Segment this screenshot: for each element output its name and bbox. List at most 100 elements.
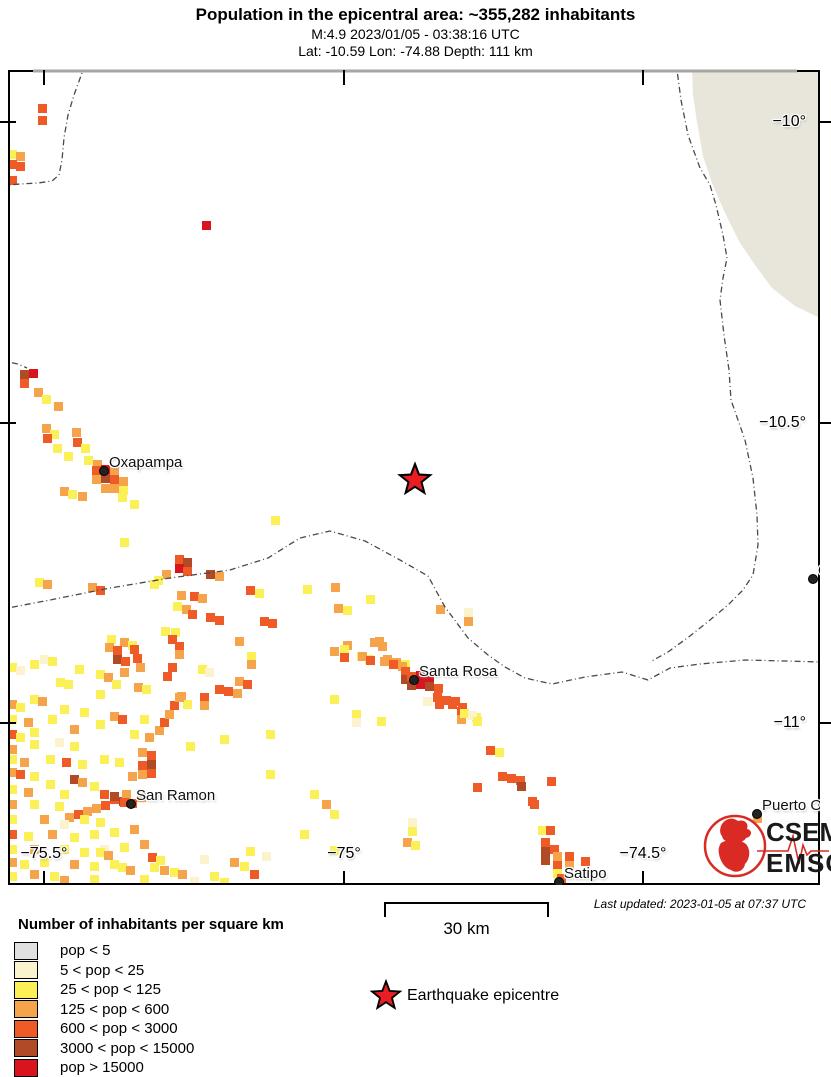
population-cell bbox=[72, 428, 81, 437]
population-cell bbox=[553, 861, 562, 870]
population-cell bbox=[343, 606, 352, 615]
city-dot bbox=[126, 799, 136, 809]
population-cell bbox=[80, 848, 89, 857]
city-label: Satipo bbox=[564, 865, 607, 882]
population-cell bbox=[517, 782, 526, 791]
population-cell bbox=[121, 657, 130, 666]
legend-row: pop < 5 bbox=[14, 941, 194, 961]
population-cell bbox=[60, 705, 69, 714]
population-cell bbox=[175, 693, 184, 702]
city-label: Santa Rosa bbox=[419, 663, 498, 680]
population-cell bbox=[8, 715, 17, 724]
population-cell bbox=[182, 605, 191, 614]
population-cell bbox=[138, 761, 147, 770]
population-cell bbox=[80, 708, 89, 717]
city-label: Puerto O bbox=[762, 797, 820, 814]
population-cell bbox=[334, 604, 343, 613]
population-cell bbox=[35, 578, 44, 587]
population-cell bbox=[30, 772, 39, 781]
csem-emsc-logo-globe-icon bbox=[703, 814, 829, 878]
population-cell bbox=[310, 790, 319, 799]
population-cell bbox=[74, 810, 83, 819]
population-cell bbox=[118, 715, 127, 724]
population-cell bbox=[115, 758, 124, 767]
population-cell bbox=[220, 735, 229, 744]
population-cell bbox=[177, 591, 186, 600]
population-cell bbox=[30, 740, 39, 749]
population-cell bbox=[55, 738, 64, 747]
population-cell bbox=[233, 689, 242, 698]
boundary-line bbox=[8, 530, 820, 685]
population-cell bbox=[200, 701, 209, 710]
boundary-line bbox=[649, 70, 759, 663]
population-cell bbox=[215, 616, 224, 625]
population-cell bbox=[147, 760, 156, 769]
population-cell bbox=[8, 830, 17, 839]
population-cell bbox=[183, 700, 192, 709]
population-cell bbox=[247, 652, 256, 661]
population-cell bbox=[183, 558, 192, 567]
legend-swatch bbox=[14, 980, 38, 999]
population-cell bbox=[553, 869, 562, 878]
population-cell bbox=[175, 650, 184, 659]
population-cell bbox=[130, 825, 139, 834]
population-cell bbox=[56, 678, 65, 687]
population-cell bbox=[96, 670, 105, 679]
legend-label: pop < 5 bbox=[60, 942, 111, 960]
population-cell bbox=[266, 730, 275, 739]
city-dot bbox=[752, 809, 762, 819]
legend-label: 25 < pop < 125 bbox=[60, 981, 161, 999]
city-dot bbox=[99, 466, 109, 476]
population-cell bbox=[24, 788, 33, 797]
population-cell bbox=[155, 726, 164, 735]
legend-swatch bbox=[14, 941, 38, 960]
population-cell bbox=[175, 642, 184, 651]
population-cell bbox=[8, 845, 17, 854]
population-cell bbox=[436, 605, 445, 614]
population-cell bbox=[473, 783, 482, 792]
population-cell bbox=[550, 845, 559, 854]
population-cell bbox=[96, 720, 105, 729]
population-cell bbox=[389, 660, 398, 669]
population-cell bbox=[119, 477, 128, 486]
population-cell bbox=[198, 594, 207, 603]
population-cell bbox=[190, 592, 199, 601]
population-cell bbox=[68, 490, 77, 499]
lon-axis-label: −75.5° bbox=[20, 845, 68, 862]
population-cell bbox=[498, 772, 507, 781]
population-cell bbox=[300, 830, 309, 839]
population-cell bbox=[464, 608, 473, 617]
population-cell bbox=[16, 666, 25, 675]
population-cell bbox=[246, 586, 255, 595]
population-cell bbox=[163, 672, 172, 681]
population-cell bbox=[8, 663, 17, 672]
population-cell bbox=[8, 176, 17, 185]
population-cell bbox=[136, 663, 145, 672]
lon-axis-label: −74.5° bbox=[619, 845, 667, 862]
population-cell bbox=[408, 818, 417, 827]
population-cell bbox=[101, 474, 110, 483]
population-cell bbox=[101, 801, 110, 810]
population-cell bbox=[240, 862, 249, 871]
population-cell bbox=[70, 742, 79, 751]
population-cell bbox=[473, 717, 482, 726]
population-cell bbox=[200, 693, 209, 702]
lon-axis-label: −75° bbox=[327, 845, 361, 862]
population-cell bbox=[416, 680, 425, 689]
population-cell bbox=[34, 388, 43, 397]
population-cell bbox=[53, 444, 62, 453]
legend-title: Number of inhabitants per square km bbox=[18, 916, 284, 933]
population-cell bbox=[50, 430, 59, 439]
population-cell bbox=[173, 602, 182, 611]
epicenter-star-icon bbox=[397, 461, 433, 496]
population-cell bbox=[90, 782, 99, 791]
population-cell bbox=[486, 746, 495, 755]
city-label: O bbox=[818, 562, 820, 579]
population-cell bbox=[215, 685, 224, 694]
population-cell bbox=[200, 855, 209, 864]
population-cell bbox=[495, 748, 504, 757]
population-cell bbox=[516, 776, 525, 785]
population-cell bbox=[8, 872, 17, 881]
population-cell bbox=[401, 675, 410, 684]
population-cell bbox=[30, 728, 39, 737]
